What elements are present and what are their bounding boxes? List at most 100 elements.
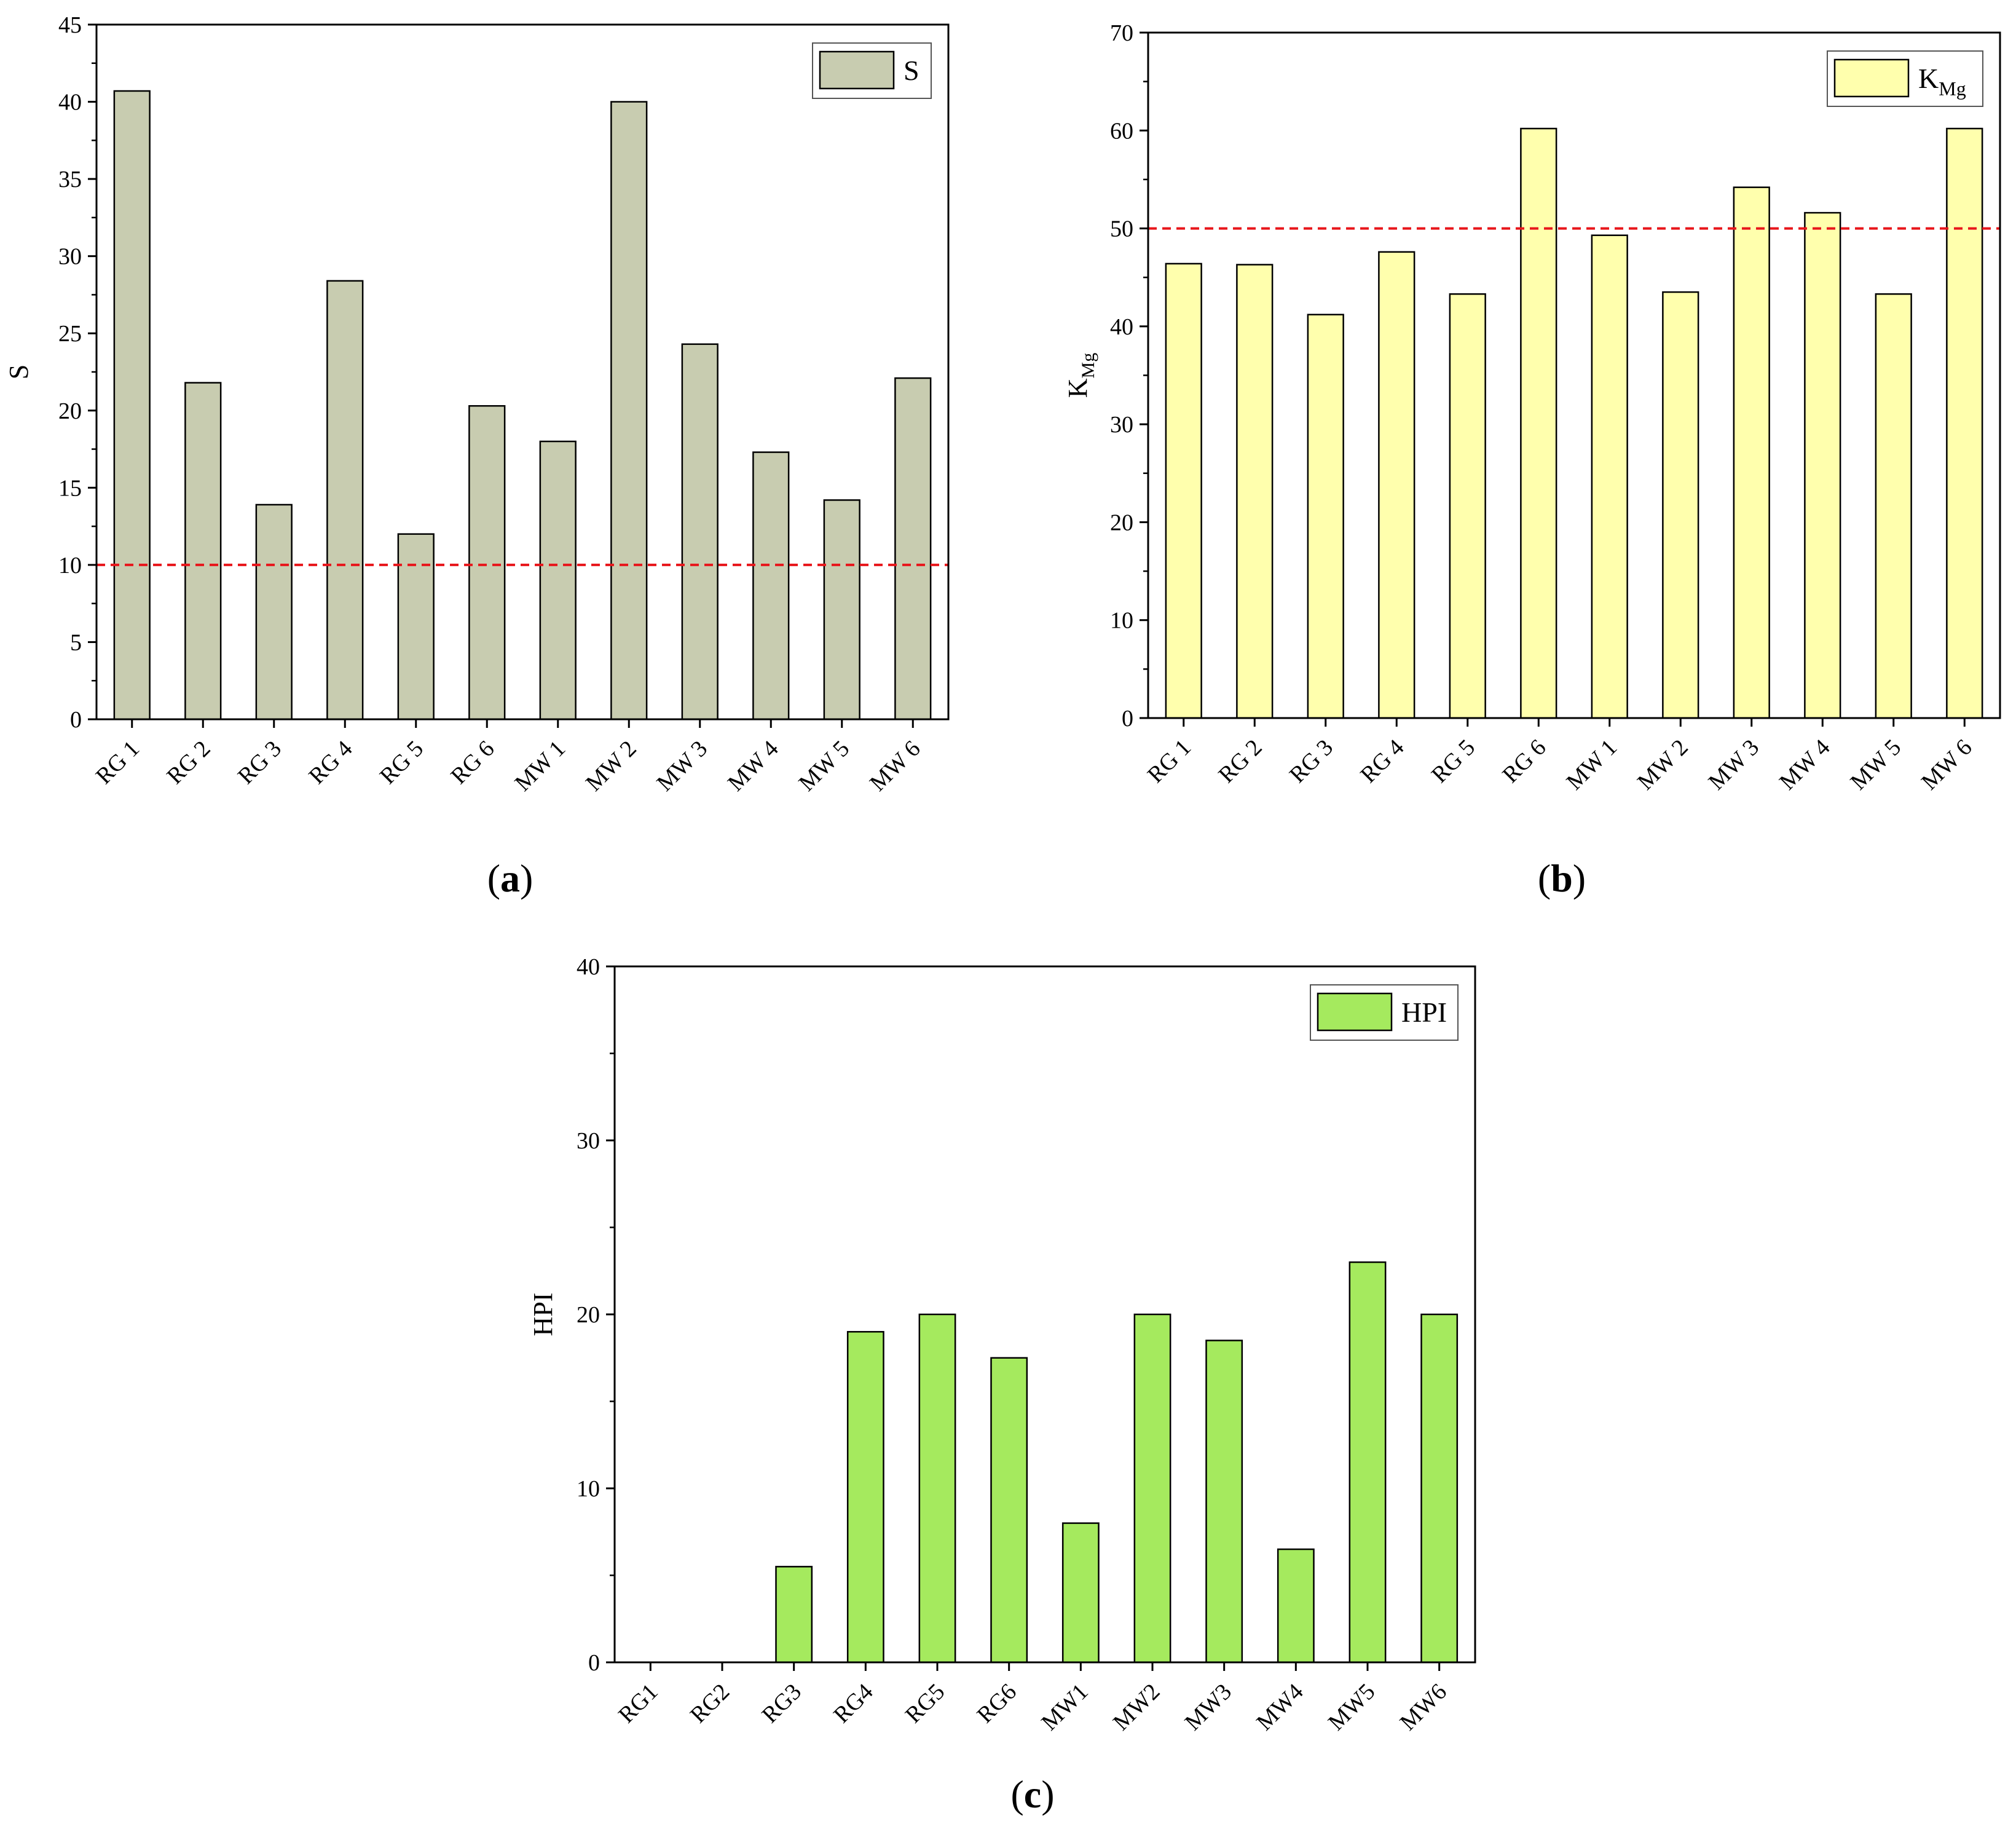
- legend-label: S: [904, 55, 919, 86]
- x-tick-label: RG2: [685, 1679, 734, 1728]
- bar: [468, 405, 506, 721]
- caption-open-paren: (: [487, 856, 500, 900]
- legend-label-main: HPI: [1401, 997, 1447, 1028]
- y-tick-label: 60: [1110, 118, 1133, 144]
- y-axis-label-main: S: [4, 365, 34, 379]
- legend-label: HPI: [1401, 997, 1447, 1028]
- y-axis-label: KMg: [1063, 353, 1098, 398]
- bar: [1378, 251, 1416, 719]
- y-tick-label: 50: [1110, 216, 1133, 242]
- y-axis-label-subscript: Mg: [1078, 353, 1098, 379]
- bar: [1420, 1313, 1459, 1664]
- legend-swatch: [819, 50, 895, 90]
- y-tick-label: 5: [70, 630, 82, 655]
- bar: [1875, 293, 1912, 719]
- caption-open-paren: (: [1010, 1772, 1023, 1816]
- chart-a: 0 5 10 15 20 25 30 35 40 45 RG 1 RG 2 RG 3 RG 4 RG 5 RG…: [4, 12, 950, 900]
- caption-letter: c: [1024, 1772, 1041, 1816]
- x-tick-label: RG 1: [91, 736, 144, 789]
- x-tick-label: MW2: [1108, 1679, 1165, 1735]
- legend-swatch: [1833, 58, 1910, 98]
- bar: [610, 101, 648, 721]
- bar: [1520, 127, 1557, 719]
- bar: [846, 1331, 884, 1664]
- legend-label-main: S: [904, 55, 919, 86]
- x-tick-label: MW5: [1323, 1679, 1380, 1735]
- caption-letter: b: [1551, 856, 1573, 900]
- x-tick-label: RG 3: [233, 736, 286, 789]
- x-tick-label: MW 6: [865, 736, 926, 797]
- bar: [990, 1357, 1028, 1664]
- bar: [775, 1566, 813, 1664]
- x-tick-label: RG6: [972, 1679, 1022, 1728]
- y-tick-label: 0: [588, 1650, 600, 1676]
- y-tick-label: 30: [577, 1128, 600, 1154]
- y-tick-label: 70: [1110, 20, 1133, 46]
- bar: [1733, 186, 1770, 719]
- y-tick-label: 0: [1122, 706, 1133, 732]
- y-tick-label: 10: [58, 553, 82, 578]
- x-tick-label: MW 2: [581, 736, 642, 797]
- x-tick-label: RG 6: [1497, 735, 1551, 788]
- x-tick-label: RG 4: [1355, 735, 1409, 788]
- plot-frame: [613, 965, 1476, 1664]
- y-tick-label: 10: [577, 1476, 600, 1502]
- caption-close-paren: ): [520, 856, 533, 900]
- x-tick-label: MW3: [1180, 1679, 1237, 1735]
- bar: [1449, 293, 1486, 719]
- plot-frame: [1147, 31, 2001, 719]
- y-tick-label: 20: [58, 398, 82, 424]
- legend-label-subscript: Mg: [1939, 77, 1966, 100]
- bar: [184, 382, 222, 721]
- x-tick-label: RG1: [613, 1679, 663, 1728]
- x-tick-label: RG5: [900, 1679, 950, 1728]
- plot-frame: [95, 23, 950, 721]
- bar: [1277, 1548, 1315, 1664]
- y-axis-label: S: [4, 365, 34, 379]
- caption-open-paren: (: [1538, 856, 1551, 900]
- x-tick-label: RG 4: [304, 736, 357, 789]
- y-tick-label: 35: [58, 167, 82, 192]
- x-tick-label: MW 5: [793, 736, 854, 797]
- y-axis-label-main: HPI: [528, 1293, 558, 1337]
- bar: [1946, 127, 1983, 719]
- bar: [1165, 263, 1202, 719]
- x-tick-label: MW 4: [723, 736, 784, 797]
- bar: [1061, 1522, 1100, 1664]
- y-tick-label: 15: [58, 475, 82, 501]
- x-tick-label: MW 6: [1916, 735, 1977, 796]
- x-tick-label: MW 3: [1703, 735, 1764, 796]
- x-tick-label: MW 5: [1845, 735, 1906, 796]
- bar: [255, 503, 293, 721]
- bar: [1804, 211, 1841, 719]
- x-tick-label: MW 3: [652, 736, 712, 797]
- y-tick-label: 40: [1110, 314, 1133, 340]
- y-tick-label: 20: [1110, 510, 1133, 535]
- legend-label: KMg: [1918, 63, 1966, 100]
- x-tick-label: RG 2: [1213, 735, 1267, 788]
- bar: [1591, 234, 1628, 719]
- panel-caption: (a): [487, 856, 534, 900]
- bar: [113, 90, 151, 721]
- bar: [823, 499, 860, 721]
- x-tick-label: MW 4: [1774, 735, 1835, 796]
- x-tick-label: RG 1: [1143, 735, 1196, 788]
- caption-close-paren: ): [1041, 1772, 1054, 1816]
- y-tick-label: 45: [58, 12, 82, 38]
- bar: [1236, 264, 1274, 719]
- y-tick-label: 0: [70, 707, 82, 733]
- bar: [1349, 1261, 1387, 1664]
- x-tick-label: MW 1: [510, 736, 570, 797]
- y-tick-label: 20: [577, 1302, 600, 1328]
- chart-c: 0 10 20 30 40 RG1 RG2 RG3 RG4 RG5 RG6 MW1 MW2 MW3 MW4 M…: [528, 954, 1476, 1816]
- legend: KMg: [1827, 50, 1983, 107]
- y-tick-label: 30: [58, 244, 82, 270]
- legend: S: [812, 42, 932, 99]
- x-tick-label: MW 1: [1561, 735, 1622, 796]
- bar: [1133, 1313, 1171, 1664]
- bar: [1205, 1340, 1243, 1664]
- bar: [326, 280, 364, 721]
- panel-caption: (c): [1010, 1772, 1054, 1816]
